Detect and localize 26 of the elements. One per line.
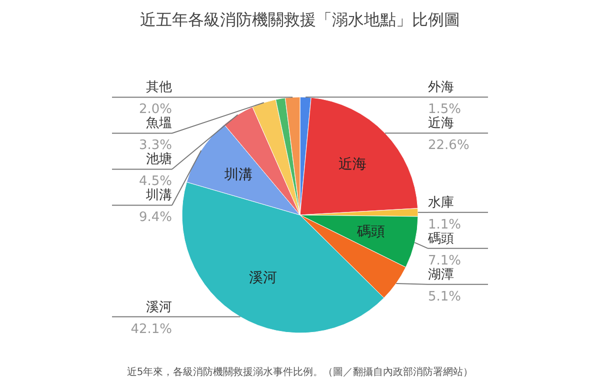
data-label: 1.5% <box>428 102 462 118</box>
data-label: 2.0% <box>138 102 172 118</box>
slice-label: 溪河 <box>248 270 277 286</box>
slice-label: 水庫 <box>428 194 454 210</box>
slice-label: 溪河 <box>146 300 172 315</box>
slice-label: 圳溝 <box>224 167 253 184</box>
chart-title: 近五年各級消防機關救援「溺水地點」比例圖 <box>140 10 460 29</box>
data-label: 3.3% <box>138 138 172 154</box>
data-label: 1.1% <box>428 217 462 232</box>
data-label: 7.1% <box>428 253 462 268</box>
data-label: 5.1% <box>428 289 462 304</box>
data-label: 42.1% <box>130 322 172 337</box>
slice-label: 近海 <box>338 156 367 172</box>
slice-label: 碼頭 <box>356 224 386 240</box>
slice-label: 魚塭 <box>146 116 172 132</box>
slice-label: 其他 <box>146 80 172 96</box>
data-label: 9.4% <box>138 210 172 226</box>
data-label: 4.5% <box>138 174 172 190</box>
data-label: 22.6% <box>428 138 470 154</box>
slice-label: 外海 <box>428 80 454 96</box>
text: 近5年來，各級消防機關救援溺水事件比例。（圖／翻攝自內政部消防署網站） <box>126 366 474 378</box>
slice-label: 碼頭 <box>427 231 454 246</box>
slice-label: 池塘 <box>146 152 172 168</box>
slice-label: 圳溝 <box>145 188 172 204</box>
slice-label: 湖潭 <box>428 267 454 282</box>
slice-label: 近海 <box>428 116 454 132</box>
